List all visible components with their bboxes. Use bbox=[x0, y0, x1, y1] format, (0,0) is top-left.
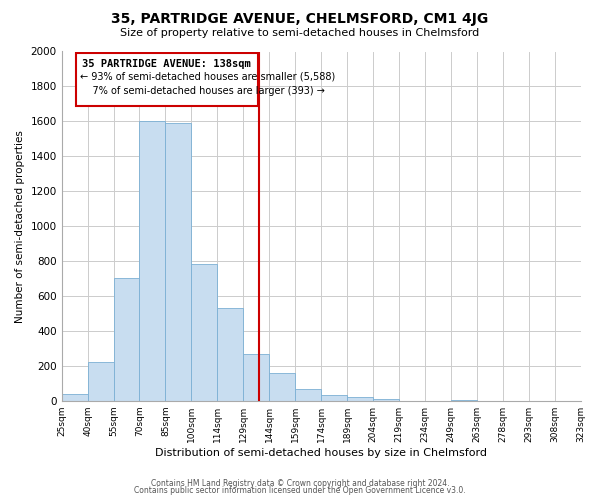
FancyBboxPatch shape bbox=[76, 53, 257, 106]
Bar bbox=[139, 122, 166, 400]
Bar bbox=[269, 373, 295, 400]
Bar bbox=[347, 397, 373, 400]
Bar bbox=[62, 394, 88, 400]
Bar bbox=[191, 264, 217, 400]
Bar bbox=[295, 390, 321, 400]
Text: Contains public sector information licensed under the Open Government Licence v3: Contains public sector information licen… bbox=[134, 486, 466, 495]
Bar bbox=[373, 399, 399, 400]
Text: Contains HM Land Registry data © Crown copyright and database right 2024.: Contains HM Land Registry data © Crown c… bbox=[151, 478, 449, 488]
Bar bbox=[217, 308, 243, 400]
Bar bbox=[113, 278, 139, 400]
Text: 35, PARTRIDGE AVENUE, CHELMSFORD, CM1 4JG: 35, PARTRIDGE AVENUE, CHELMSFORD, CM1 4J… bbox=[112, 12, 488, 26]
X-axis label: Distribution of semi-detached houses by size in Chelmsford: Distribution of semi-detached houses by … bbox=[155, 448, 487, 458]
Bar bbox=[243, 354, 269, 401]
Bar bbox=[321, 396, 347, 400]
Bar bbox=[88, 362, 113, 401]
Text: Size of property relative to semi-detached houses in Chelmsford: Size of property relative to semi-detach… bbox=[121, 28, 479, 38]
Bar bbox=[166, 123, 191, 400]
Text: 7% of semi-detached houses are larger (393) →: 7% of semi-detached houses are larger (3… bbox=[80, 86, 325, 96]
Text: ← 93% of semi-detached houses are smaller (5,588): ← 93% of semi-detached houses are smalle… bbox=[80, 72, 335, 82]
Text: 35 PARTRIDGE AVENUE: 138sqm: 35 PARTRIDGE AVENUE: 138sqm bbox=[82, 60, 251, 70]
Y-axis label: Number of semi-detached properties: Number of semi-detached properties bbox=[15, 130, 25, 322]
